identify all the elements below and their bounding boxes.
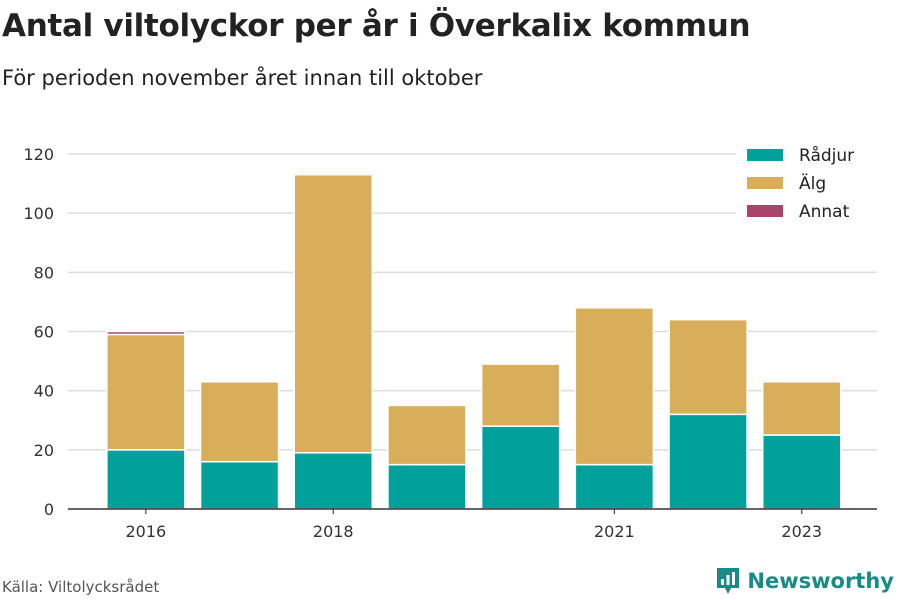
bar-segment bbox=[480, 363, 561, 427]
bar-segment bbox=[668, 318, 748, 416]
bars bbox=[106, 173, 842, 510]
y-tick-label: 40 bbox=[34, 382, 54, 401]
bar-segment bbox=[387, 404, 467, 466]
bar-segment bbox=[106, 449, 186, 510]
x-tick-label: 2021 bbox=[594, 522, 635, 541]
x-tick-label: 2023 bbox=[781, 522, 822, 541]
bar-segment bbox=[199, 460, 280, 510]
y-tick-label: 120 bbox=[23, 145, 54, 164]
stacked-bar-chart: 0 20 40 60 80 100 120 2016 2018 2021 2023 Rådjur Äl… bbox=[23, 141, 880, 541]
brand-logo: Newsworthy bbox=[715, 566, 894, 596]
bar-segment bbox=[762, 434, 842, 510]
chart-title: Antal viltolyckor per år i Överkalix kom… bbox=[2, 8, 751, 44]
x-tick-label: 2018 bbox=[313, 522, 354, 541]
bar-segment bbox=[762, 381, 842, 436]
legend: Rådjur Älg Annat bbox=[736, 141, 880, 231]
bar-segment bbox=[574, 463, 655, 510]
legend-label: Annat bbox=[799, 202, 850, 222]
y-tick-label: 60 bbox=[34, 323, 54, 342]
bar-segment bbox=[480, 425, 561, 510]
bar-segment bbox=[293, 452, 373, 510]
bar-chart-logo-icon bbox=[717, 568, 740, 594]
legend-swatch bbox=[747, 177, 783, 189]
source-note: Källa: Viltolycksrådet bbox=[2, 578, 160, 596]
bar-segment bbox=[387, 463, 467, 510]
bar-segment bbox=[199, 381, 280, 463]
y-tick-label: 80 bbox=[34, 263, 54, 282]
legend-swatch bbox=[747, 149, 783, 161]
legend-label: Rådjur bbox=[799, 145, 854, 166]
y-tick-label: 20 bbox=[34, 441, 54, 460]
chart-subtitle: För perioden november året innan till ok… bbox=[2, 66, 483, 90]
bar-segment bbox=[293, 173, 373, 454]
bar-segment bbox=[106, 333, 186, 451]
y-tick-label: 0 bbox=[44, 500, 54, 519]
bar-segment bbox=[668, 413, 748, 510]
x-tick-label: 2016 bbox=[125, 522, 166, 541]
axes: 0 20 40 60 80 100 120 2016 2018 2021 2023 bbox=[23, 145, 877, 541]
legend-swatch bbox=[747, 205, 783, 217]
bar-segment bbox=[106, 330, 186, 336]
brand-name: Newsworthy bbox=[747, 569, 894, 593]
y-tick-label: 100 bbox=[23, 204, 54, 223]
bar-segment bbox=[574, 307, 655, 466]
legend-label: Älg bbox=[799, 173, 826, 194]
